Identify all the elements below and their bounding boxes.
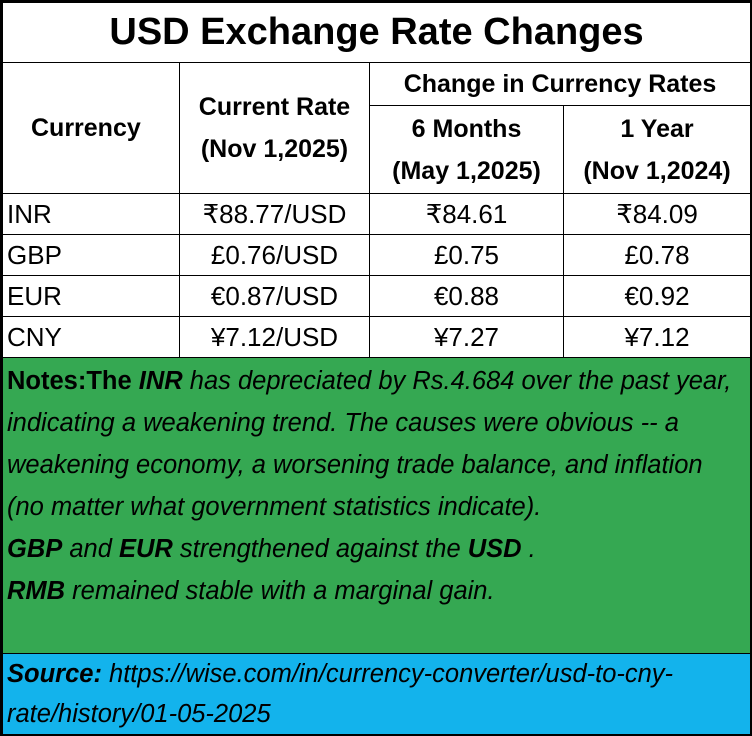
cell-current-rate: £0.76/USD: [179, 234, 370, 276]
cell-one-year: €0.92: [562, 275, 752, 317]
notes-inr-text: has depreciated by Rs.4.684 over the pas…: [7, 367, 732, 521]
table-title: USD Exchange Rate Changes: [1, 2, 752, 63]
notes-strengthened: strengthened against the: [172, 535, 468, 563]
source-section: Source: https://wise.com/in/currency-con…: [1, 653, 752, 735]
header-one-year-line1: 1 Year: [620, 114, 694, 143]
header-current-rate-line2: (Nov 1,2025): [200, 135, 349, 163]
header-six-months-line1: 6 Months: [411, 114, 522, 143]
header-one-year: 1 Year (Nov 1,2024): [562, 105, 752, 194]
notes-inr: INR: [138, 367, 183, 395]
notes-gbp: GBP: [7, 535, 63, 563]
cell-current-rate: ¥7.12/USD: [179, 316, 370, 358]
notes-eur: EUR: [118, 535, 173, 563]
cell-currency: INR: [2, 193, 180, 235]
cell-currency: EUR: [2, 275, 180, 317]
cell-six-months: £0.75: [369, 234, 564, 276]
notes-and: and: [62, 535, 119, 563]
notes-paragraph-rmb: RMB remained stable with a marginal gain…: [7, 570, 744, 612]
source-url: https://wise.com/in/currency-converter/u…: [7, 660, 674, 728]
table-row: INR ₹88.77/USD ₹84.61 ₹84.09: [2, 193, 752, 235]
table-row: EUR €0.87/USD €0.88 €0.92: [2, 275, 752, 317]
notes-usd: USD: [467, 535, 522, 563]
notes-stable: remained stable with a marginal gain.: [65, 577, 495, 605]
notes-label: Notes:The: [7, 367, 139, 395]
table-row: CNY ¥7.12/USD ¥7.27 ¥7.12: [2, 316, 752, 358]
header-currency: Currency: [2, 62, 180, 194]
header-six-months: 6 Months (May 1,2025): [369, 105, 564, 194]
cell-one-year: £0.78: [562, 234, 752, 276]
notes-paragraph-gbp-eur: GBP and EUR strengthened against the USD…: [7, 528, 744, 570]
source-label: Source:: [7, 660, 102, 688]
header-six-months-line2: (May 1,2025): [392, 156, 541, 185]
cell-six-months: ¥7.27: [369, 316, 564, 358]
cell-currency: CNY: [2, 316, 180, 358]
header-change-group: Change in Currency Rates: [368, 62, 752, 106]
notes-rmb: RMB: [7, 577, 66, 605]
header-one-year-line2: (Nov 1,2024): [583, 156, 731, 185]
cell-one-year: ₹84.09: [562, 193, 752, 235]
cell-currency: GBP: [2, 234, 180, 276]
cell-current-rate: ₹88.77/USD: [179, 193, 370, 235]
header-current-rate: Current Rate (Nov 1,2025): [179, 62, 370, 194]
cell-six-months: ₹84.61: [369, 193, 564, 235]
notes-section: Notes:The INR has depreciated by Rs.4.68…: [1, 357, 752, 654]
header-current-rate-line1: Current Rate: [198, 93, 351, 121]
notes-period: .: [521, 535, 536, 563]
cell-current-rate: €0.87/USD: [179, 275, 370, 317]
cell-six-months: €0.88: [369, 275, 564, 317]
table-row: GBP £0.76/USD £0.75 £0.78: [2, 234, 752, 276]
notes-paragraph-inr: Notes:The INR has depreciated by Rs.4.68…: [7, 360, 744, 528]
cell-one-year: ¥7.12: [562, 316, 752, 358]
